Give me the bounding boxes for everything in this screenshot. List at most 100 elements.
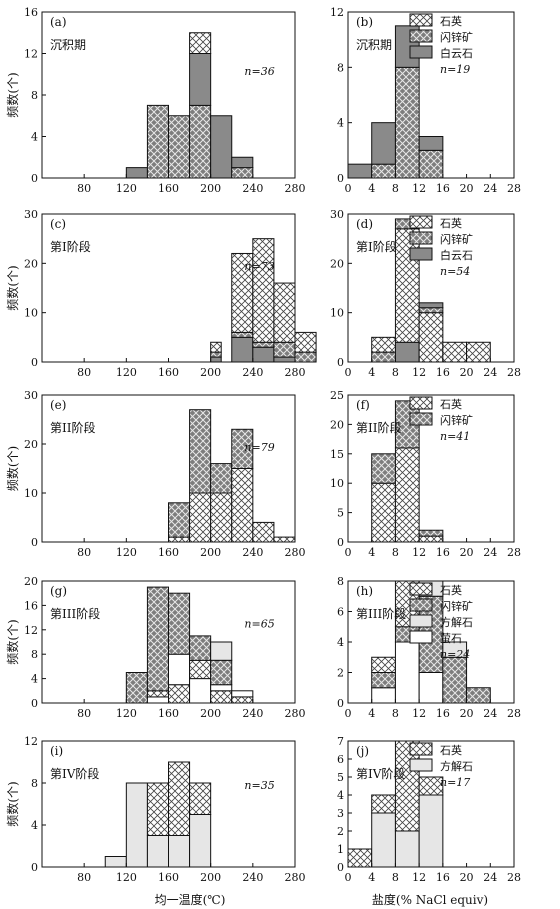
xtick-label-c: 280 — [285, 366, 306, 379]
xtick-label-c: 120 — [116, 366, 137, 379]
bar-e-0-quartz — [168, 536, 191, 543]
bar-j-2-calcite — [394, 830, 420, 868]
ytick-label-j: 3 — [337, 807, 344, 820]
xtick-label-d: 28 — [507, 366, 521, 379]
bar-d-4-quartz — [466, 341, 491, 363]
xtick-label-j: 20 — [460, 871, 474, 884]
ytick-label-g: 8 — [31, 648, 38, 661]
bar-g-5-quartz — [231, 696, 254, 704]
legend-swatch-dolomite — [409, 247, 433, 261]
bar-i-4-calcite — [189, 814, 212, 868]
bar-g-3-quartz — [189, 659, 212, 680]
axes-frame-j — [347, 740, 515, 868]
bar-f-2-sphalerite — [418, 529, 444, 537]
bar-i-0-calcite — [104, 856, 127, 868]
xtick-label-d: 0 — [345, 366, 352, 379]
legend-label-sphalerite: 闪锌矿 — [440, 413, 473, 427]
panel-g: 0 4 8 12 16 20 80 120 160 200 240 280 (g) 第III阶段 n=65 频… — [5, 575, 306, 720]
xtick-label-a: 120 — [116, 182, 137, 195]
ytick-label-h: 4 — [337, 636, 344, 649]
bar-j-0-quartz — [347, 848, 373, 868]
ytick-label-b: 4 — [337, 117, 344, 130]
xtick-label-h: 0 — [345, 707, 352, 720]
bar-e-1-sphalerite — [189, 409, 212, 494]
n-value-a: n=36 — [244, 65, 274, 78]
xtick-label-b: 4 — [368, 182, 375, 195]
xtick-label-i: 200 — [200, 871, 221, 884]
legend-label-quartz: 石英 — [440, 14, 462, 28]
ytick-label-a: 8 — [31, 89, 38, 102]
ytick-label-h: 2 — [337, 667, 344, 680]
x-axis-label-left: 均一温度(℃) — [155, 892, 226, 907]
bar-b-3-sphalerite — [418, 149, 444, 179]
xtick-label-c: 240 — [242, 366, 263, 379]
xtick-label-a: 280 — [285, 182, 306, 195]
ytick-label-g: 4 — [31, 673, 38, 686]
legend-label-quartz: 石英 — [440, 583, 462, 597]
bar-i-2-quartz — [146, 782, 170, 836]
bar-b-0-dolomite — [347, 163, 373, 179]
bar-h-3-sphalerite — [442, 656, 468, 704]
bar-e-3-quartz — [231, 468, 254, 543]
ytick-label-d: 10 — [330, 307, 344, 320]
bar-b-3-dolomite — [418, 136, 444, 151]
stage-label-j: 第IV阶段 — [356, 766, 405, 781]
bar-d-0-quartz — [371, 336, 396, 353]
bar-g-1-fluorite — [146, 696, 170, 704]
ytick-label-b: 8 — [337, 61, 344, 74]
stage-label-g: 第III阶段 — [50, 606, 100, 621]
legend-swatch-quartz — [409, 396, 433, 410]
ytick-label-h: 0 — [337, 697, 344, 710]
bar-i-3-quartz — [168, 761, 191, 836]
panel-tag-e: (e) — [50, 398, 66, 412]
bar-g-1-quartz — [146, 690, 170, 698]
xtick-label-h: 4 — [368, 707, 375, 720]
xtick-label-f: 12 — [412, 546, 426, 559]
legend-label-sphalerite: 闪锌矿 — [440, 30, 473, 44]
bar-c-1-sphalerite — [231, 331, 254, 338]
ytick-label-j: 6 — [337, 753, 344, 766]
legend-label-dolomite: 白云石 — [440, 46, 473, 60]
bar-e-2-quartz — [210, 492, 233, 543]
xtick-label-j: 24 — [483, 871, 497, 884]
ytick-label-d: 20 — [330, 257, 344, 270]
xtick-label-h: 12 — [412, 707, 426, 720]
bar-j-3-quartz — [418, 776, 444, 796]
bar-e-0-sphalerite — [168, 502, 191, 538]
bar-a-0-dolomite — [125, 167, 148, 179]
xtick-label-b: 28 — [507, 182, 521, 195]
ytick-label-j: 7 — [337, 735, 344, 748]
bar-h-4-sphalerite — [466, 687, 491, 704]
xtick-label-j: 0 — [345, 871, 352, 884]
legend-swatch-sphalerite — [409, 412, 433, 426]
xtick-label-d: 4 — [368, 366, 375, 379]
panel-tag-i: (i) — [50, 744, 63, 758]
bar-g-3-sphalerite — [189, 635, 212, 661]
xtick-label-h: 16 — [436, 707, 450, 720]
xtick-label-i: 80 — [77, 871, 91, 884]
xtick-label-f: 4 — [368, 546, 375, 559]
bar-c-2-dolomite — [252, 346, 275, 363]
n-value-e: n=79 — [244, 441, 274, 454]
xtick-label-h: 28 — [507, 707, 521, 720]
panel-tag-a: (a) — [50, 15, 67, 29]
bar-c-4-sphalerite — [294, 351, 317, 363]
xtick-label-f: 24 — [483, 546, 497, 559]
legend-label-quartz: 石英 — [440, 397, 462, 411]
ytick-label-i: 4 — [31, 819, 38, 832]
legend-swatch-quartz — [409, 582, 433, 596]
bar-f-1-quartz — [394, 447, 420, 543]
legend-swatch-calcite — [409, 758, 433, 772]
bar-e-3-sphalerite — [231, 428, 254, 469]
bar-g-2-fluorite — [168, 653, 191, 686]
legend-label-calcite: 方解石 — [440, 615, 473, 629]
bar-g-4-sphalerite — [210, 659, 233, 686]
xtick-label-a: 240 — [242, 182, 263, 195]
bar-g-3-fluorite — [189, 678, 212, 704]
y-axis-label-c: 频数(个) — [5, 265, 20, 310]
bar-c-0-sphalerite — [210, 351, 222, 358]
panel-tag-g: (g) — [50, 584, 67, 598]
bar-g-2-sphalerite — [168, 592, 191, 655]
